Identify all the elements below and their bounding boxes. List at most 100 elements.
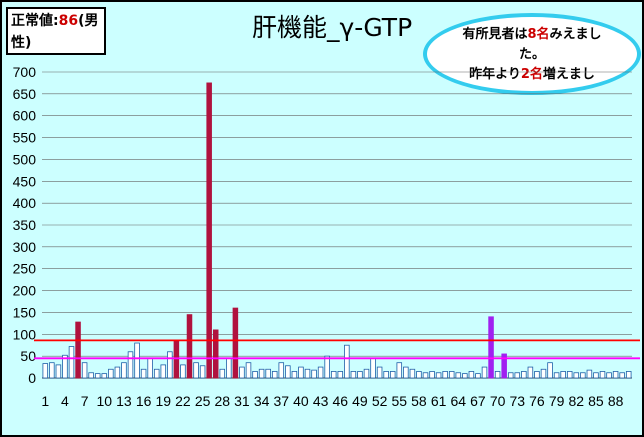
y-tick-label: 150 — [13, 304, 37, 320]
bar — [416, 371, 422, 379]
x-tick-label: 4 — [61, 393, 69, 409]
x-tick-label: 79 — [549, 393, 565, 409]
bar — [108, 368, 114, 379]
bar — [429, 371, 435, 379]
bar — [278, 362, 285, 379]
bar-abnormal — [186, 314, 193, 379]
bar — [114, 366, 121, 379]
y-tick-label: 650 — [13, 86, 37, 102]
bar-abnormal — [206, 82, 212, 379]
bar — [344, 344, 350, 379]
bar — [271, 371, 278, 379]
x-tick-label: 76 — [529, 393, 545, 409]
bar — [180, 364, 186, 379]
bar — [239, 366, 245, 379]
normal-value-unit-1: (男 — [78, 13, 99, 29]
bar — [226, 357, 232, 379]
callout-line1-post: みえまし — [549, 27, 602, 42]
bar — [167, 351, 173, 379]
bar-highlight — [501, 353, 507, 379]
bar — [81, 362, 88, 379]
bar-abnormal — [173, 340, 180, 379]
x-tick-label: 16 — [136, 393, 152, 409]
x-tick-label: 34 — [254, 393, 270, 409]
bar — [553, 372, 560, 379]
chart-title: 肝機能_γ-GTP — [252, 13, 413, 42]
bar — [55, 364, 62, 379]
bar — [468, 371, 475, 379]
x-tick-label: 55 — [391, 393, 407, 409]
bar — [317, 366, 324, 379]
bar — [337, 371, 344, 379]
bar — [101, 373, 108, 379]
bar-abnormal — [212, 329, 219, 379]
bar — [540, 368, 547, 379]
y-tick-label: 400 — [13, 195, 37, 211]
x-tick-label: 19 — [155, 393, 171, 409]
bar — [350, 371, 357, 379]
x-tick-label: 7 — [81, 393, 89, 409]
bar — [619, 372, 625, 379]
bar — [199, 365, 206, 379]
x-tick-label: 64 — [450, 393, 466, 409]
bar — [330, 371, 337, 379]
bar — [507, 372, 514, 379]
y-tick-label: 450 — [13, 173, 37, 189]
bar — [612, 371, 619, 379]
x-tick-label: 58 — [411, 393, 427, 409]
normal-value-number: 86 — [58, 13, 79, 29]
bar — [389, 371, 396, 379]
bar — [442, 371, 448, 379]
bar — [606, 372, 612, 379]
bar — [448, 371, 455, 379]
bar — [258, 368, 265, 379]
y-tick-label: 700 — [13, 64, 37, 80]
x-tick-label: 28 — [214, 393, 230, 409]
bar — [147, 357, 153, 379]
bar — [265, 368, 271, 379]
bar — [396, 362, 403, 379]
x-tick-label: 1 — [41, 393, 49, 409]
x-tick-label: 88 — [608, 393, 624, 409]
bar — [409, 368, 416, 379]
bar — [153, 368, 160, 379]
bar — [304, 368, 311, 379]
y-tick-label: 100 — [13, 326, 37, 342]
bar — [383, 371, 389, 379]
bar — [49, 362, 55, 379]
bar — [514, 372, 521, 379]
x-tick-label: 37 — [273, 393, 289, 409]
bar — [481, 366, 488, 379]
bar — [252, 371, 258, 379]
bar-abnormal — [75, 321, 81, 379]
bar — [422, 372, 429, 379]
bar — [370, 357, 376, 379]
bar — [435, 372, 442, 379]
bar — [357, 371, 363, 379]
x-tick-label: 10 — [96, 393, 112, 409]
normal-value-box: 正常値:86(男 性) — [6, 7, 106, 55]
bar — [121, 362, 127, 379]
bar-highlight — [488, 316, 494, 379]
bar — [134, 342, 140, 379]
bar — [580, 372, 586, 379]
x-tick-label: 61 — [431, 393, 447, 409]
y-tick-label: 600 — [13, 108, 37, 124]
bar — [403, 366, 409, 379]
bar — [245, 362, 252, 379]
y-tick-label: 50 — [20, 348, 36, 364]
bar — [298, 366, 304, 379]
callout-line3-post: 増えまし — [542, 67, 595, 82]
bar — [311, 369, 317, 379]
bar — [593, 372, 599, 379]
callout-line1-num: 8名 — [527, 27, 550, 42]
x-tick-label: 49 — [352, 393, 368, 409]
bar — [219, 368, 226, 379]
bar — [160, 364, 167, 379]
x-tick-label: 67 — [470, 393, 486, 409]
bar — [534, 371, 540, 379]
bar — [88, 372, 94, 379]
bar — [376, 366, 383, 379]
